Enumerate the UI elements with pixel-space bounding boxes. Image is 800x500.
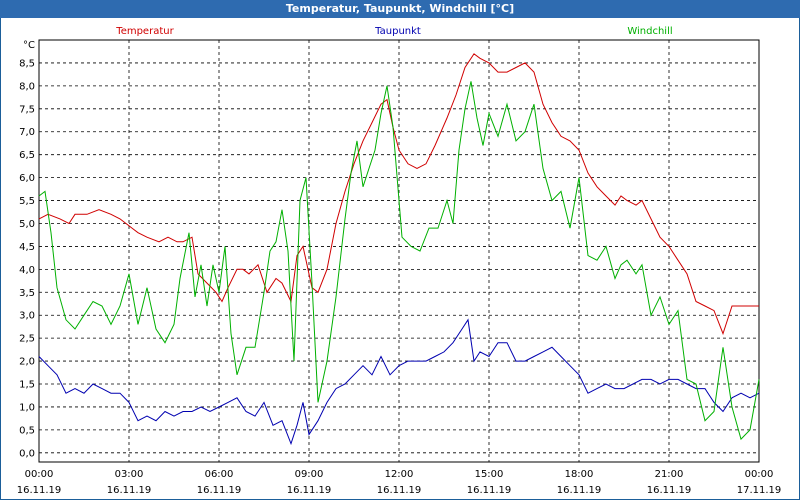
y-tick-label: 6,0: [19, 173, 35, 184]
y-tick-label: 7,0: [19, 127, 35, 138]
x-tick-date-label: 16.11.19: [377, 485, 422, 496]
series-line-taupunkt: [38, 318, 760, 446]
x-tick-time-label: 15:00: [475, 469, 504, 480]
x-tick-date-label: 16.11.19: [557, 485, 602, 496]
series-line-windchill: [38, 81, 760, 441]
x-tick-time-label: 21:00: [655, 469, 684, 480]
plot-area-border: [38, 39, 760, 463]
series: [38, 53, 760, 446]
y-tick-label: 3,0: [19, 311, 35, 322]
x-tick-date-label: 16.11.19: [647, 485, 692, 496]
x-tick-time-label: 12:00: [385, 469, 414, 480]
x-tick-date-label: 17.11.19: [737, 485, 782, 496]
y-tick-label: 6,5: [19, 150, 35, 161]
chart-title: Temperatur, Taupunkt, Windchill [°C]: [0, 0, 800, 18]
x-tick-time-label: 06:00: [205, 469, 234, 480]
y-axis-ticks: 0,0 0,5 1,0 1,5 2,0 2,5 3,0 3,5 4,0 4,5 5,0 5,5 6,0 6…: [19, 58, 35, 459]
y-tick-label: 0,5: [19, 425, 35, 436]
y-tick-label: 8,5: [19, 58, 35, 69]
y-tick-label: 7,5: [19, 104, 35, 115]
y-axis-label: °C: [23, 40, 35, 51]
y-tick-label: 2,0: [19, 357, 35, 368]
y-tick-label: 5,5: [19, 196, 35, 207]
x-tick-date-label: 16.11.19: [467, 485, 512, 496]
x-tick-time-label: 03:00: [115, 469, 144, 480]
x-tick-date-label: 16.11.19: [107, 485, 152, 496]
legend-entry-taupunkt: Taupunkt: [374, 26, 421, 37]
series-line-temperatur: [38, 53, 759, 336]
x-tick-time-label: 18:00: [565, 469, 594, 480]
x-axis-ticks: 00:00 16.11.19 03:00 16.11.19 06:00 16.11.19 0…: [17, 469, 782, 496]
x-tick-date-label: 16.11.19: [287, 485, 332, 496]
x-tick-time-label: 09:00: [295, 469, 324, 480]
legend-entry-windchill: Windchill: [627, 26, 672, 37]
x-tick-date-label: 16.11.19: [17, 485, 62, 496]
y-tick-label: 8,0: [19, 81, 35, 92]
legend: Temperatur Taupunkt Windchill: [115, 26, 672, 37]
y-tick-label: 5,0: [19, 219, 35, 230]
y-tick-label: 4,0: [19, 265, 35, 276]
grid: [39, 40, 759, 462]
y-tick-label: 3,5: [19, 288, 35, 299]
x-tick-time-label: 00:00: [745, 469, 774, 480]
y-tick-label: 1,0: [19, 402, 35, 413]
y-tick-label: 2,5: [19, 334, 35, 345]
x-tick-time-label: 00:00: [25, 469, 54, 480]
y-tick-label: 1,5: [19, 380, 35, 391]
y-tick-label: 4,5: [19, 242, 35, 253]
x-tick-date-label: 16.11.19: [197, 485, 242, 496]
legend-entry-temperatur: Temperatur: [115, 26, 174, 37]
y-tick-label: 0,0: [19, 448, 35, 459]
